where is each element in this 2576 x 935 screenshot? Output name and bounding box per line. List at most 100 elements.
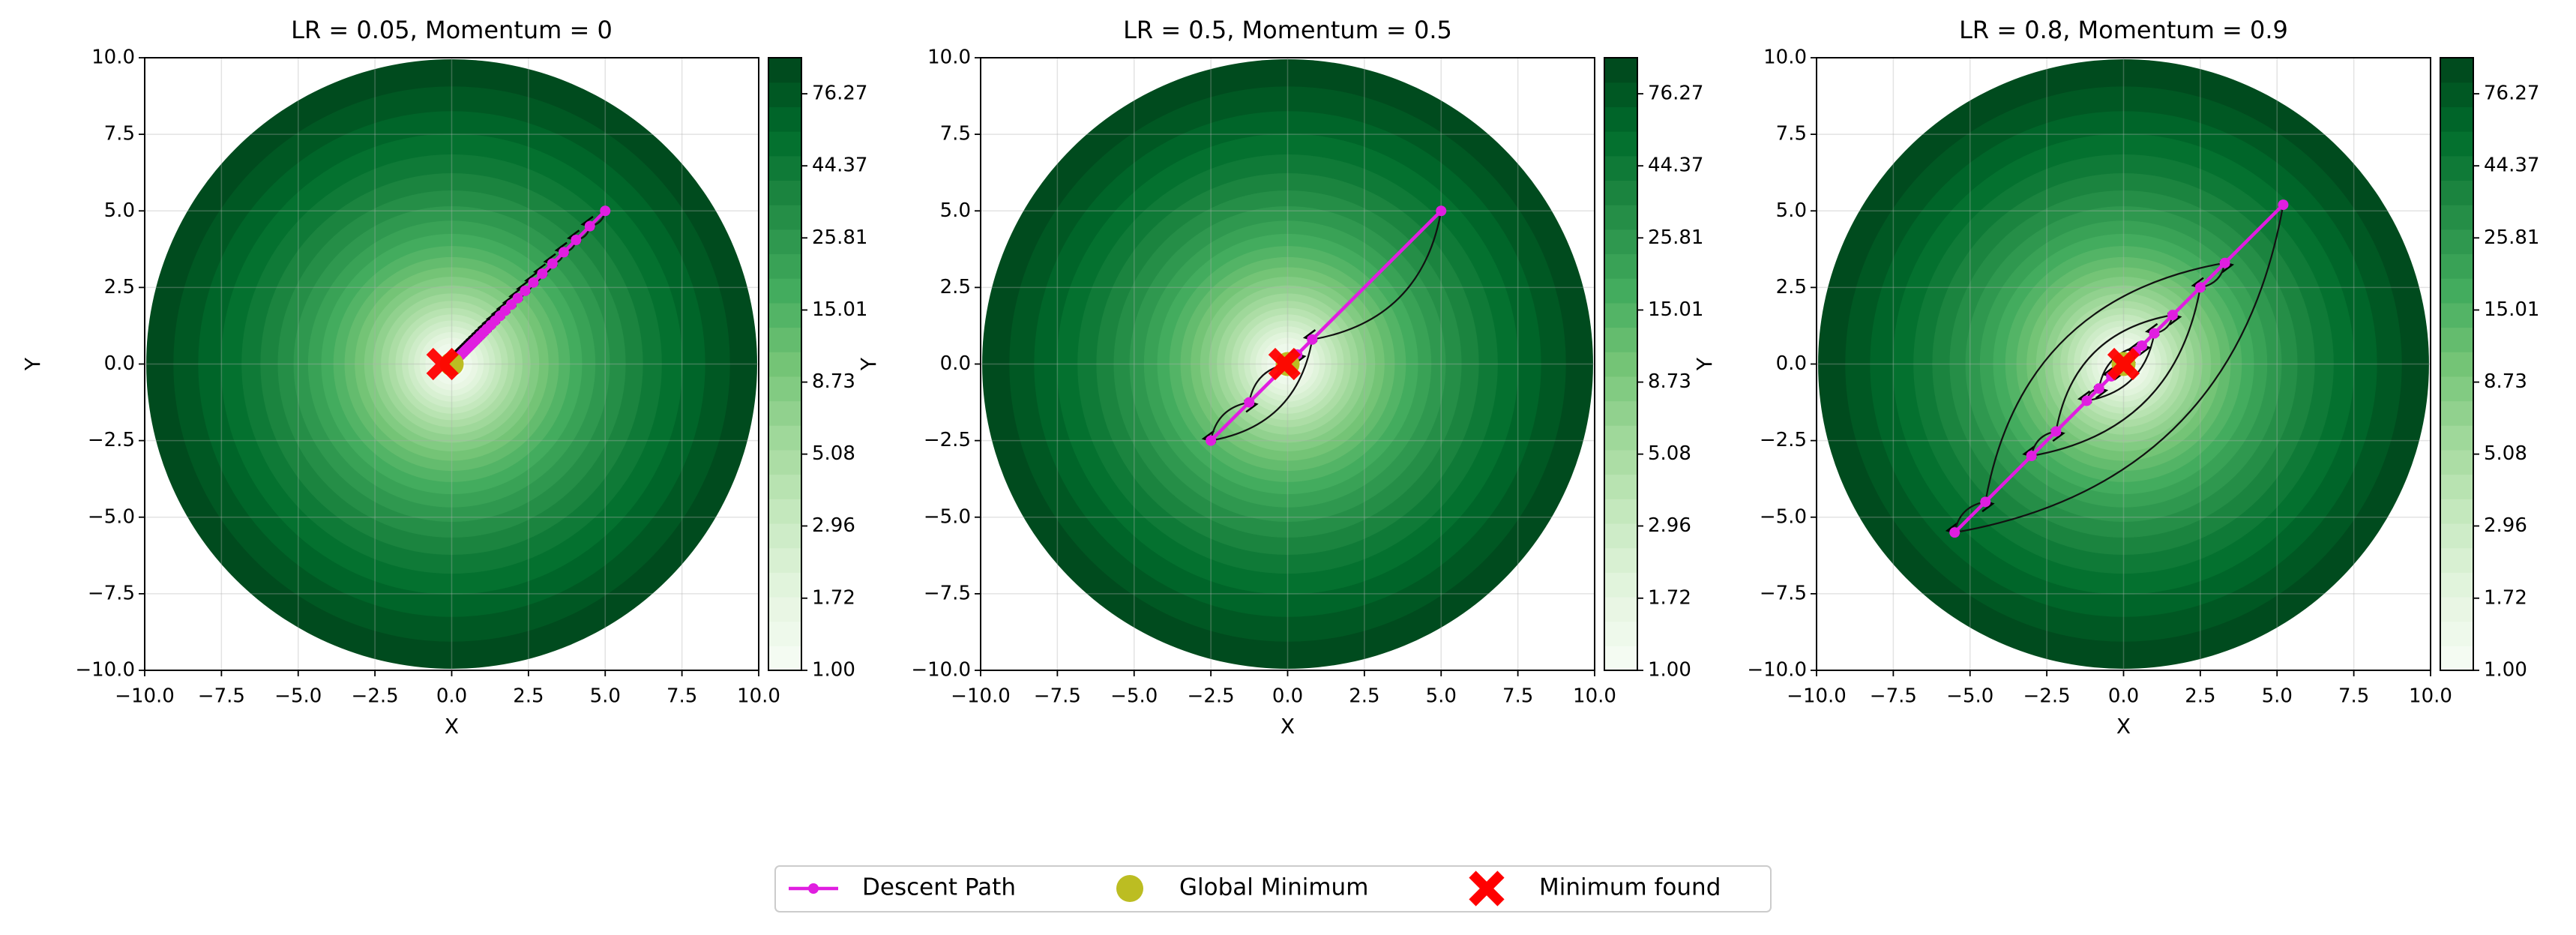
legend-label: Descent Path bbox=[862, 874, 1016, 901]
colorbar-tick-label: 76.27 bbox=[1648, 82, 1703, 105]
colorbar-tick-label: 44.37 bbox=[2484, 154, 2539, 177]
minimum-found bbox=[1268, 347, 1301, 381]
path-point bbox=[2278, 199, 2289, 211]
colorbar-band bbox=[2440, 278, 2473, 304]
colorbar-band bbox=[2440, 253, 2473, 279]
y-tick-label: 5.0 bbox=[1776, 199, 1807, 222]
colorbar-band bbox=[2440, 646, 2473, 671]
minimum-found bbox=[426, 347, 459, 381]
x-tick-label: −5.0 bbox=[274, 685, 322, 708]
colorbar-band bbox=[768, 253, 801, 279]
colorbar-band bbox=[2440, 499, 2473, 524]
y-tick-label: −7.5 bbox=[1760, 582, 1807, 604]
legend-swatch bbox=[1116, 875, 1143, 902]
x-tick-label: 0.0 bbox=[2108, 685, 2139, 708]
colorbar-tick-label: 1.00 bbox=[812, 659, 855, 682]
colorbar-band bbox=[2440, 82, 2473, 107]
colorbar-band bbox=[768, 278, 801, 304]
legend-label: Minimum found bbox=[1539, 874, 1721, 901]
colorbar-band bbox=[1604, 302, 1637, 328]
colorbar-band bbox=[768, 499, 801, 524]
colorbar-band bbox=[1604, 376, 1637, 402]
colorbar-band bbox=[2440, 572, 2473, 598]
colorbar-band bbox=[768, 646, 801, 671]
colorbar-tick-label: 5.08 bbox=[812, 442, 855, 465]
path-point bbox=[1949, 527, 1960, 538]
x-tick-label: −7.5 bbox=[1034, 685, 1081, 708]
axes-frame bbox=[980, 57, 1595, 671]
x-tick-label: −10.0 bbox=[1787, 685, 1847, 708]
colorbar-band bbox=[768, 425, 801, 451]
path-point bbox=[558, 247, 569, 258]
colorbar-band bbox=[1604, 205, 1637, 230]
path-point bbox=[2081, 395, 2092, 406]
y-tick-label: −2.5 bbox=[1760, 429, 1807, 451]
colorbar-tick-label: 15.01 bbox=[2484, 298, 2539, 321]
colorbar-frame bbox=[2440, 57, 2474, 671]
path-point bbox=[1307, 334, 1318, 345]
x-tick-label: 5.0 bbox=[2262, 685, 2293, 708]
colorbar-band bbox=[1604, 646, 1637, 671]
y-tick-label: 0.0 bbox=[1776, 352, 1807, 375]
colorbar-band bbox=[768, 449, 801, 475]
x-tick-label: −10.0 bbox=[951, 685, 1011, 708]
path-point bbox=[571, 235, 582, 246]
path-point bbox=[537, 268, 548, 279]
colorbar-band bbox=[2440, 131, 2473, 157]
x-axis-label: X bbox=[445, 714, 459, 739]
colorbar-band bbox=[1604, 499, 1637, 524]
chart-title: LR = 0.8, Momentum = 0.9 bbox=[1959, 16, 2288, 44]
colorbar-tick-label: 25.81 bbox=[2484, 226, 2539, 249]
path-point bbox=[1206, 435, 1217, 446]
chart-title: LR = 0.5, Momentum = 0.5 bbox=[1123, 16, 1452, 44]
colorbar-band bbox=[768, 205, 801, 230]
y-axis-label: Y bbox=[856, 357, 881, 371]
chart-title: LR = 0.05, Momentum = 0 bbox=[291, 16, 613, 44]
colorbar-tick-label: 44.37 bbox=[1648, 154, 1703, 177]
colorbar-tick-label: 2.96 bbox=[2484, 514, 2527, 537]
colorbar-band bbox=[2440, 205, 2473, 230]
y-tick-label: 2.5 bbox=[1776, 276, 1807, 298]
colorbar-frame bbox=[768, 57, 802, 671]
path-point bbox=[2194, 282, 2206, 293]
legend-box bbox=[774, 865, 1772, 913]
colorbar-tick-label: 8.73 bbox=[812, 370, 855, 393]
colorbar-band bbox=[1604, 58, 1637, 83]
colorbar-band bbox=[2440, 425, 2473, 451]
y-tick-label: −10.0 bbox=[1747, 659, 1807, 682]
colorbar-band bbox=[1604, 131, 1637, 157]
colorbar-band bbox=[2440, 327, 2473, 352]
x-tick-label: −2.5 bbox=[2023, 685, 2071, 708]
colorbar-tick-label: 5.08 bbox=[2484, 442, 2527, 465]
colorbar-band bbox=[2440, 352, 2473, 377]
x-tick-label: 5.0 bbox=[590, 685, 621, 708]
colorbar-tick-label: 1.72 bbox=[2484, 586, 2527, 609]
path-point bbox=[2149, 328, 2160, 339]
colorbar-tick-label: 8.73 bbox=[2484, 370, 2527, 393]
axes-frame bbox=[1816, 57, 2431, 671]
colorbar-band bbox=[2440, 474, 2473, 499]
step-arrow bbox=[1984, 260, 2235, 502]
y-tick-label: −5.0 bbox=[88, 505, 135, 528]
path-point bbox=[2167, 310, 2179, 321]
y-tick-label: −2.5 bbox=[88, 429, 135, 451]
y-tick-label: 7.5 bbox=[940, 123, 971, 145]
y-tick-label: 10.0 bbox=[91, 46, 135, 69]
x-tick-label: 2.5 bbox=[513, 685, 544, 708]
colorbar-band bbox=[2440, 302, 2473, 328]
y-axis-label: Y bbox=[1692, 357, 1717, 371]
colorbar-band bbox=[2440, 523, 2473, 549]
colorbar-tick-label: 2.96 bbox=[812, 514, 855, 537]
minimum-found bbox=[2107, 347, 2140, 381]
x-axis-label: X bbox=[1281, 714, 1295, 739]
x-tick-label: −5.0 bbox=[1946, 685, 1993, 708]
y-tick-label: −2.5 bbox=[924, 429, 971, 451]
legend-swatch bbox=[1469, 871, 1505, 907]
colorbar-band bbox=[2440, 596, 2473, 622]
path-point bbox=[512, 292, 523, 304]
path-point bbox=[520, 285, 531, 296]
y-axis-label: Y bbox=[20, 357, 45, 371]
colorbar-band bbox=[2440, 58, 2473, 83]
colorbar-band bbox=[768, 621, 801, 646]
